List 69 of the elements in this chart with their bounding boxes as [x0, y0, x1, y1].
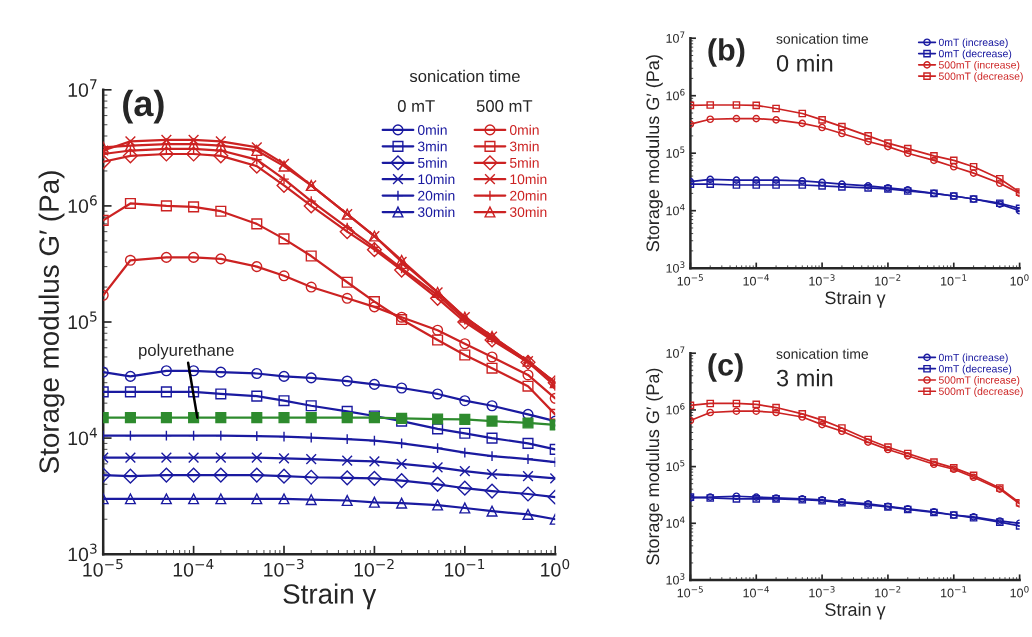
legend-label: 0mT (increase) [938, 353, 1008, 364]
y-tick-label: 10$^{5}$ [666, 146, 685, 158]
y-tick-label: 10$^{7}$ [666, 31, 685, 43]
legend-label: 0min [417, 124, 447, 135]
y-axis-title: Storage modulus G′ (Pa) [645, 55, 663, 252]
y-tick-label: 10$^{3}$ [666, 573, 685, 585]
legend-title: sonication time [409, 69, 520, 83]
x-tick-label: 10$^{−4}$ [743, 586, 769, 598]
chart-subtitle: sonication time [776, 348, 869, 359]
x-tick-label: 10$^{−5}$ [677, 586, 703, 598]
legend-label: 500mT (increase) [938, 60, 1020, 71]
legend-label: 500mT (decrease) [938, 72, 1023, 82]
x-tick-label: 10$^{−2}$ [875, 586, 901, 598]
legend-label: 20min [510, 190, 547, 201]
y-tick-label: 10$^{3}$ [68, 543, 97, 562]
y-tick-label: 10$^{5}$ [666, 459, 685, 472]
y-tick-label: 10$^{4}$ [68, 427, 97, 446]
x-tick-label: 10$^{−1}$ [445, 559, 485, 577]
x-axis-title: Strain γ [283, 583, 377, 610]
x-axis-title: Strain γ [825, 602, 886, 620]
x-axis-title: Strain γ [825, 290, 886, 308]
y-tick-label: 10$^{4}$ [666, 203, 685, 216]
legend-label: 3min [509, 141, 539, 152]
y-tick-label: 10$^{7}$ [68, 79, 97, 97]
legend-label: 30min [509, 206, 547, 218]
y-tick-label: 10$^{6}$ [666, 88, 685, 101]
y-tick-label: 10$^{6}$ [666, 403, 685, 415]
legend-label: 5min [417, 157, 447, 168]
x-tick-label: 10$^{−5}$ [677, 274, 703, 286]
chart-subtitle: sonication time [776, 33, 869, 44]
x-tick-label: 10$^{−1}$ [941, 586, 967, 598]
x-tick-label: 10$^{−2}$ [875, 274, 901, 286]
legend-label: 20min [418, 190, 455, 201]
annotation: 3 min [776, 369, 833, 387]
x-tick-label: 10$^{0}$ [1010, 274, 1029, 286]
annotation: 0 min [776, 54, 833, 72]
annotation: polyurethane [139, 343, 234, 360]
y-tick-label: 10$^{5}$ [68, 311, 97, 330]
legend-label: 10min [510, 173, 547, 185]
x-tick-label: 10$^{−3}$ [809, 586, 835, 598]
legend-label: 0mT (decrease) [938, 49, 1012, 60]
x-tick-label: 10$^{−2}$ [354, 558, 394, 577]
y-axis-title: Storage modulus G′ (Pa) [38, 171, 65, 474]
chart-title: (c) [708, 353, 743, 382]
x-tick-label: 10$^{−4}$ [173, 559, 214, 577]
x-tick-label: 10$^{−3}$ [809, 274, 835, 286]
x-tick-label: 10$^{0}$ [1010, 586, 1029, 598]
legend-label: 0mT (increase) [938, 38, 1008, 49]
y-tick-label: 10$^{6}$ [68, 195, 97, 213]
chart-title: (a) [123, 89, 164, 124]
legend-label: 30min [417, 206, 455, 218]
x-tick-label: 10$^{−4}$ [743, 274, 769, 286]
annotation: 500 mT [476, 100, 533, 112]
y-tick-label: 10$^{4}$ [666, 516, 685, 528]
annotation: 0 mT [397, 100, 435, 112]
legend-label: 3min [417, 141, 447, 152]
y-axis-title: Storage modulus G′ (Pa) [645, 368, 663, 565]
y-tick-label: 10$^{7}$ [666, 346, 685, 358]
legend-label: 5min [509, 157, 539, 168]
chart-title: (b) [708, 38, 745, 67]
legend-label: 10min [418, 173, 455, 185]
x-tick-label: 10$^{−1}$ [941, 274, 967, 286]
legend-label: 0mT (decrease) [938, 364, 1012, 375]
legend-label: 500mT (decrease) [938, 387, 1023, 398]
y-tick-label: 10$^{3}$ [666, 261, 685, 273]
legend-label: 0min [509, 124, 539, 135]
x-tick-label: 10$^{−3}$ [264, 558, 304, 577]
legend-label: 500mT (increase) [938, 376, 1020, 386]
x-tick-label: 10$^{0}$ [541, 558, 570, 577]
